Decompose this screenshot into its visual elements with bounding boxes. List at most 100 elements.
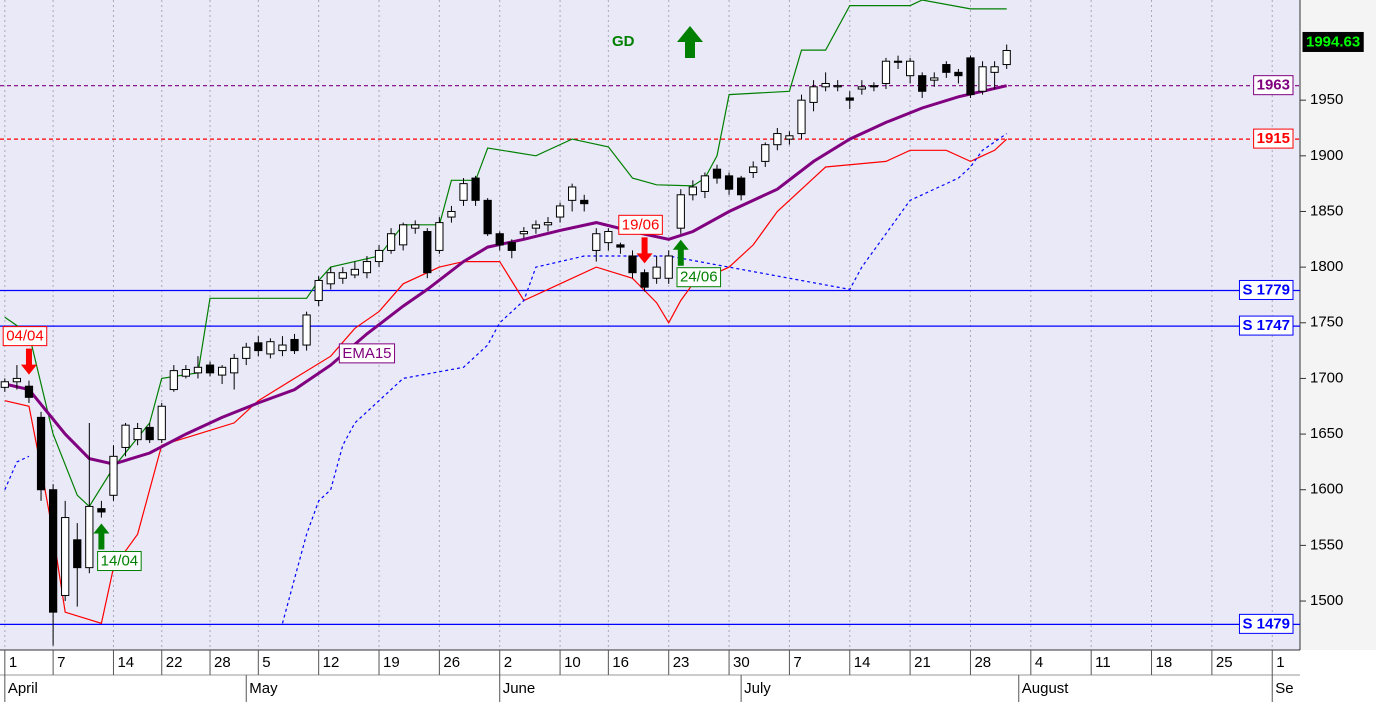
candle-body [905,60,915,77]
candle-body [471,177,480,201]
candle-body [447,210,456,218]
candle-body [833,85,842,88]
x-tick-label: 16 [612,654,629,671]
y-tick-label: 1900 [1310,147,1343,164]
candle-body [302,314,311,346]
month-label: July [744,680,771,697]
candle-body [942,64,951,73]
candle-body [785,135,794,140]
signal-arrow [20,348,37,375]
x-tick-label: 18 [1156,654,1173,671]
x-tick-label: 28 [214,654,231,671]
label-box [1238,315,1294,336]
signal-label: 14/04 [101,553,139,570]
x-tick-label: 12 [323,654,340,671]
signal-arrow [672,239,689,266]
candle-body [459,183,468,201]
candle-body [314,279,323,302]
candle-body [374,249,384,263]
candle-body [712,168,722,179]
candle-body [652,266,661,279]
candle-body [145,426,154,441]
x-axis-area [0,650,1376,702]
indicator-line [4,133,1008,624]
plot-area [0,0,1300,650]
candle-body [483,199,492,235]
candle-body [954,71,963,77]
x-tick-label: 23 [673,654,690,671]
candle-body [664,255,673,279]
annotation-arrow [677,26,703,58]
candle-body [821,82,830,88]
candle-body [869,85,879,88]
candle-body [423,231,432,274]
x-tick-label: 28 [974,654,991,671]
x-tick-label: 25 [1216,654,1233,671]
candle-body [362,261,372,274]
y-axis-area [1300,0,1376,650]
label-box [1253,75,1294,96]
label-box [618,214,663,235]
y-tick-label: 1800 [1310,258,1343,275]
month-label: Se [1275,680,1293,697]
x-tick-label: 14 [117,654,134,671]
indicator-line [4,84,1008,466]
candle-body [628,255,637,274]
level-label: S 1779 [1242,281,1290,298]
level-label: 1963 [1257,77,1290,94]
signal-label: 04/04 [6,328,44,345]
annotation: GD [612,33,635,50]
candle-body [435,222,444,251]
x-tick-label: 2 [504,654,512,671]
candle-body [254,342,263,352]
signal-label: 19/06 [622,216,660,233]
y-tick-label: 1500 [1310,592,1343,609]
x-tick-label: 30 [733,654,750,671]
y-tick-label: 1650 [1310,425,1343,442]
candle-body [169,370,178,391]
candle-body [990,66,999,73]
y-tick-label: 1700 [1310,369,1343,386]
x-tick-label: 11 [1095,654,1111,671]
label-box [338,343,396,364]
candle-body [0,381,9,388]
candle-body [97,508,106,513]
indicator-line [4,0,1007,508]
candle-body [495,233,504,246]
month-label: June [503,680,536,697]
candle-body [48,489,58,613]
candle-body [399,224,408,246]
x-tick-label: 1 [1276,654,1284,671]
candle-body [338,272,347,279]
candle-body [978,66,987,92]
candle-body [12,377,22,383]
label-box [1238,613,1294,634]
candle-body [73,539,82,569]
candle-body [85,505,94,569]
x-tick-label: 7 [793,654,801,671]
candle-body [133,428,142,441]
y-tick-label: 1950 [1310,91,1343,108]
month-label: August [1022,680,1070,697]
candle-body [519,231,528,235]
candle-body [411,224,420,229]
candle-body [568,186,577,201]
label-box [1253,128,1294,149]
candle-body [531,224,541,229]
signal-arrow [636,237,653,264]
x-tick-label: 22 [166,654,183,671]
candle-body [918,75,927,92]
candle-body [193,366,203,374]
candle-body [205,364,215,374]
candle-body [580,199,589,205]
level-label: S 1479 [1242,615,1290,632]
y-tick-label: 1550 [1310,536,1343,553]
candle-body [688,186,697,196]
candle-body [761,144,770,162]
candle-body [24,385,34,398]
candle-body [507,242,516,251]
label-box [2,326,48,347]
x-tick-label: 14 [854,654,871,671]
candle-body [157,405,166,441]
